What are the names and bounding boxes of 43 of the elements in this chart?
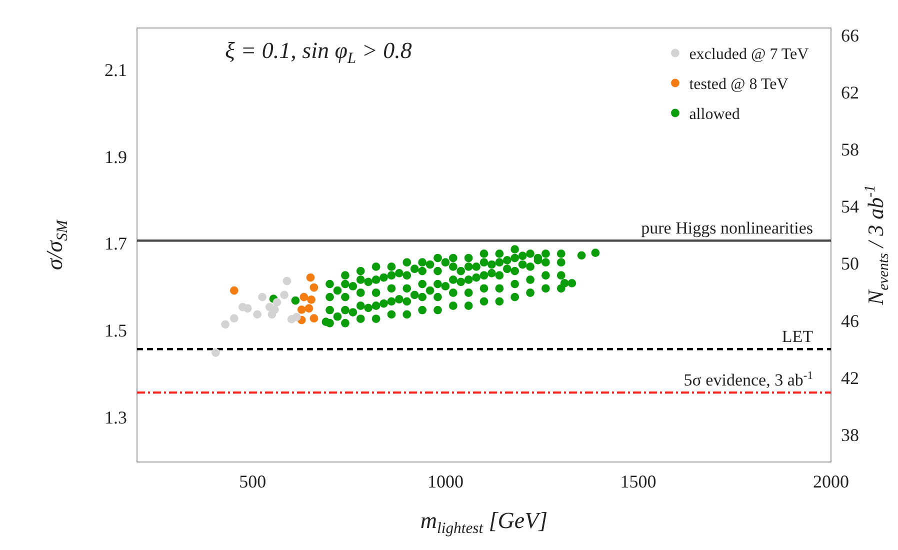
legend-label: tested @ 8 TeV <box>689 76 789 93</box>
y2-tick-label: 42 <box>841 368 859 388</box>
y2-tick-label: 58 <box>841 140 859 160</box>
legend-label: excluded @ 7 TeV <box>689 46 810 63</box>
point <box>221 320 230 329</box>
point <box>258 292 267 302</box>
point <box>297 305 306 314</box>
y-tick-label: 1.7 <box>104 234 127 254</box>
y-tick-label: 1.3 <box>104 407 127 428</box>
point <box>243 304 252 313</box>
legend-label: allowed <box>689 106 740 123</box>
point <box>253 310 262 319</box>
y2-tick-label: 50 <box>841 254 859 274</box>
point <box>310 314 318 323</box>
point <box>211 348 220 357</box>
y2-tick-label: 62 <box>841 82 859 102</box>
point <box>272 298 282 306</box>
x-tick-label: 500 <box>239 472 266 492</box>
x-tick-label: 2000 <box>813 472 849 492</box>
y2-tick-label: 46 <box>841 310 859 331</box>
point <box>265 302 274 312</box>
point <box>282 276 292 286</box>
point <box>304 304 314 313</box>
y2-axis-title: Nevents / 3 ab-1 <box>862 184 892 306</box>
point <box>292 312 301 322</box>
point <box>230 286 238 295</box>
point <box>230 314 238 323</box>
y-tick-label: 2.1 <box>104 60 127 80</box>
x-tick-label: 1000 <box>427 472 464 492</box>
point <box>300 292 308 302</box>
y2-tick-label: 38 <box>841 425 859 446</box>
y2-tick-label: 66 <box>841 25 859 46</box>
y-tick-label: 1.5 <box>104 320 127 341</box>
point <box>306 273 315 282</box>
ref-line-label: LET <box>782 327 814 346</box>
point <box>310 283 318 292</box>
y-tick-label: 1.9 <box>104 146 127 167</box>
ref-line-label: pure Higgs nonlinearities <box>641 218 814 238</box>
y2-tick-label: 54 <box>841 196 859 217</box>
y-axis-title: σ/σSM <box>42 219 72 270</box>
point <box>307 295 316 304</box>
x-tick-label: 1500 <box>620 472 656 492</box>
point <box>280 290 288 300</box>
